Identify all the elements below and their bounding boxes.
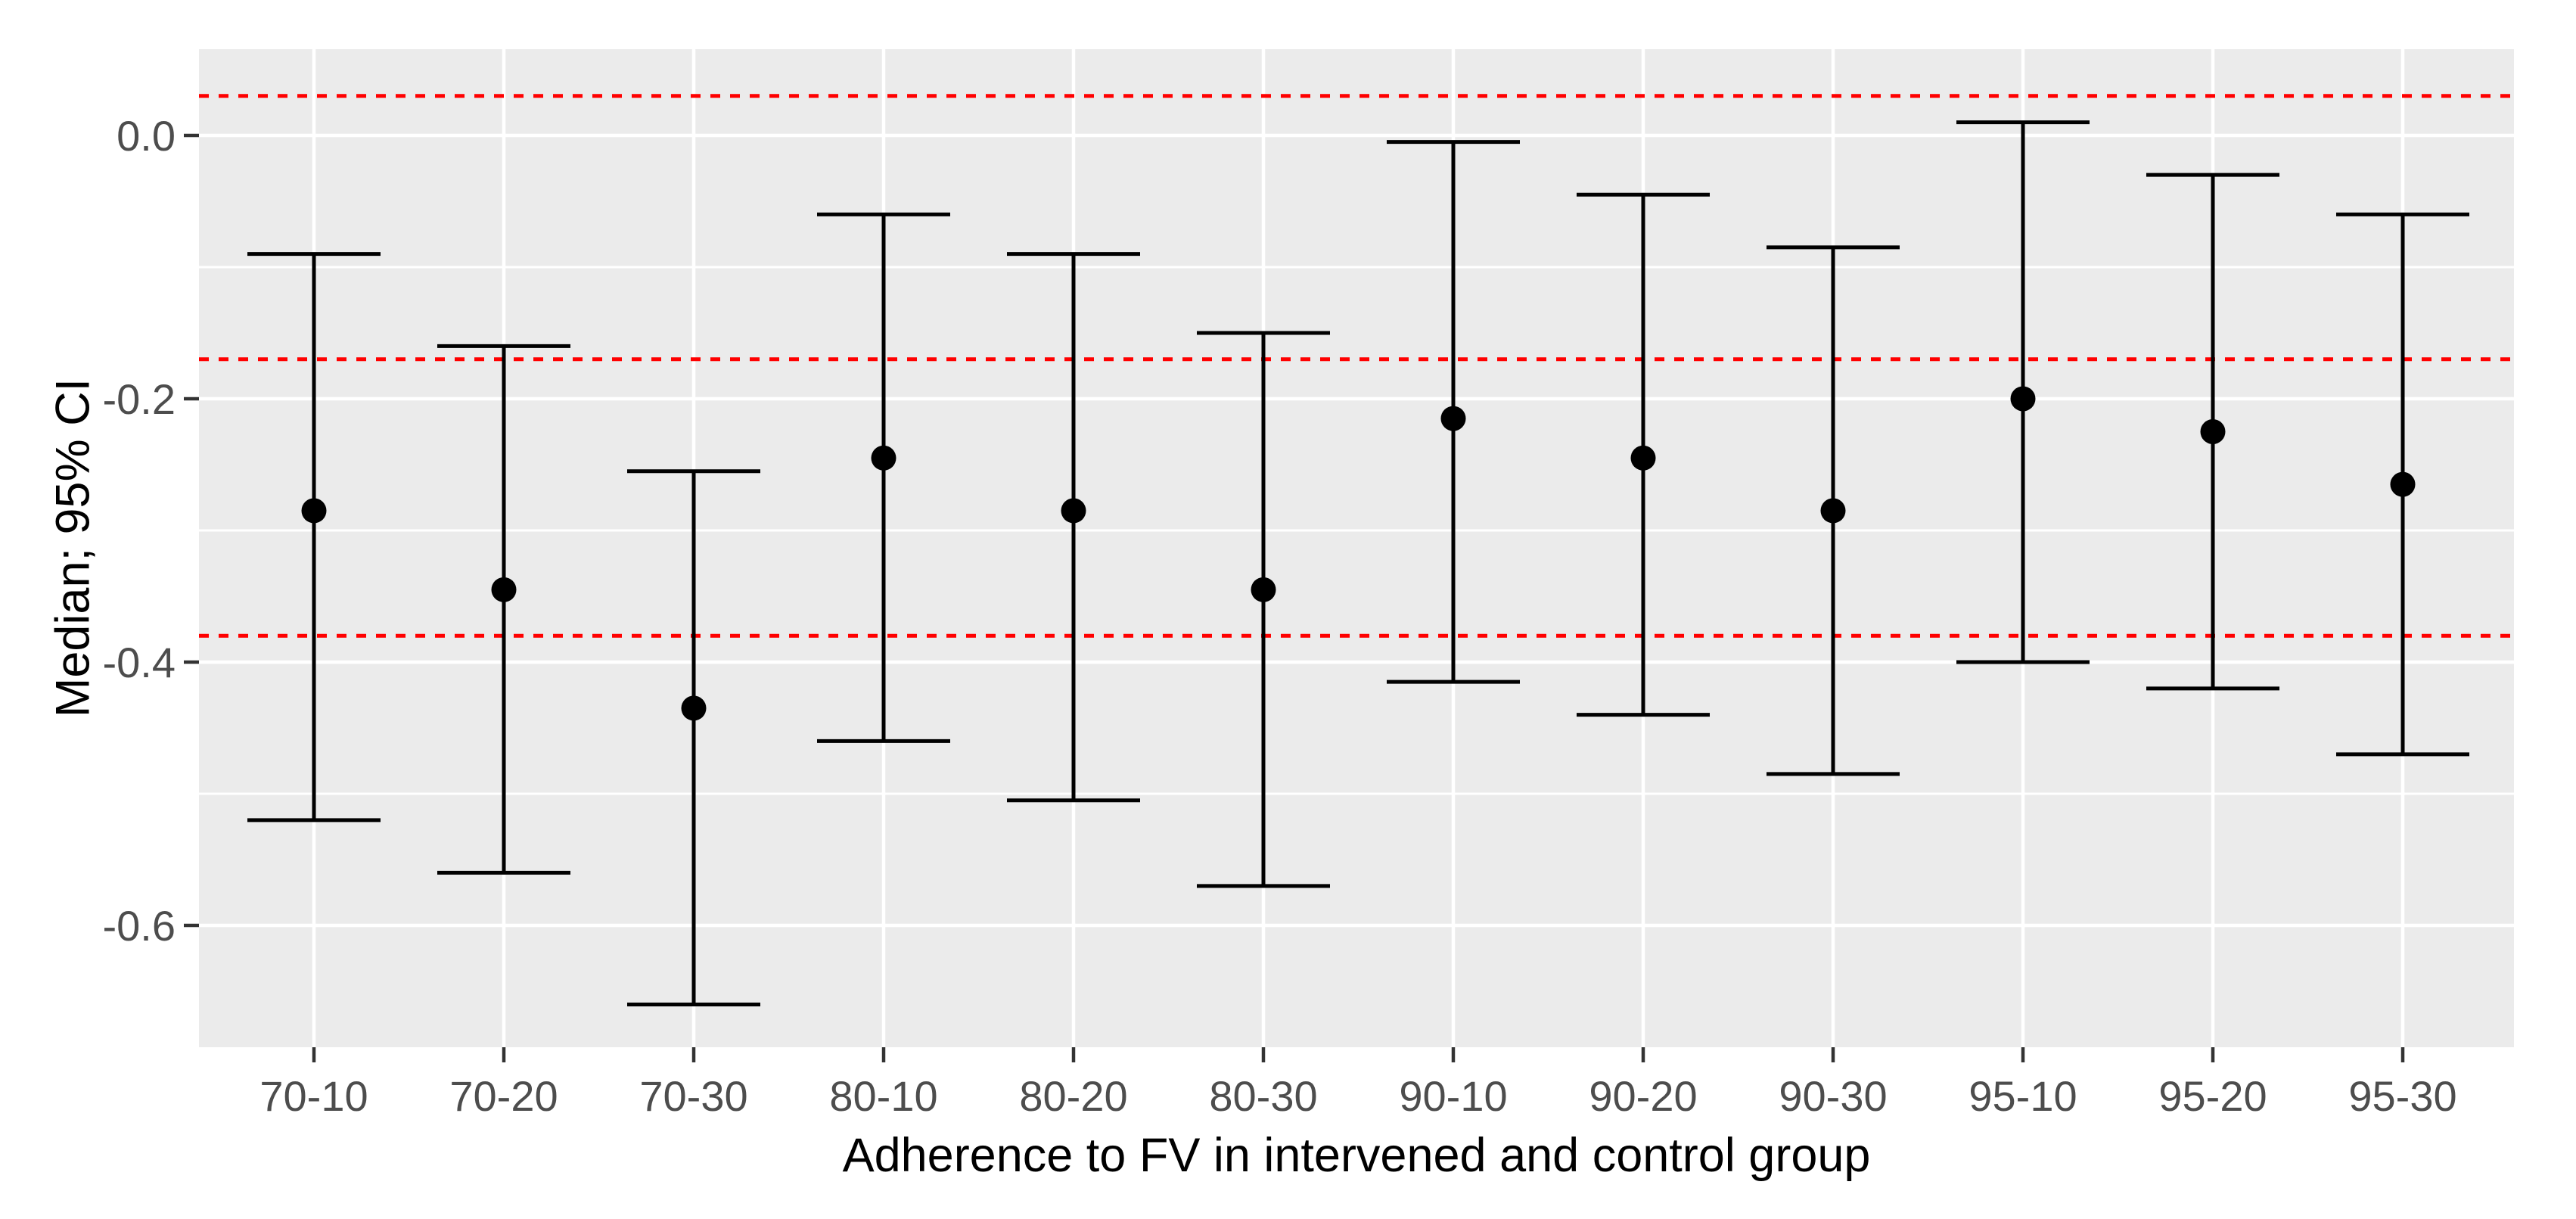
errorbar-70-20 — [437, 344, 570, 875]
plot-panel — [199, 49, 2514, 1047]
errorbar-95-20 — [2146, 173, 2279, 691]
median-point — [1630, 445, 1656, 471]
errorbar-90-20 — [1577, 192, 1710, 717]
median-point — [2390, 471, 2416, 497]
x-tick-label: 70-30 — [639, 1072, 747, 1120]
y-tick-label: -0.2 — [103, 375, 176, 423]
x-tick-label: 95-10 — [1969, 1072, 2077, 1120]
errorbar-80-10 — [817, 212, 950, 743]
median-point — [681, 695, 707, 721]
median-point — [491, 577, 517, 602]
errorbar-70-30 — [627, 469, 760, 1006]
median-point — [1251, 577, 1276, 602]
median-point — [2010, 386, 2036, 412]
median-point — [301, 498, 327, 524]
errorbar-70-10 — [247, 252, 381, 823]
errorbar-90-30 — [1767, 245, 1900, 776]
errorbar-95-10 — [1956, 120, 2090, 664]
median-point — [871, 445, 896, 471]
y-axis-title: Median; 95% CI — [46, 378, 100, 718]
x-tick-label: 90-10 — [1399, 1072, 1507, 1120]
x-tick-label: 70-10 — [259, 1072, 368, 1120]
x-axis-title: Adherence to FV in intervened and contro… — [842, 1129, 1871, 1182]
median-point — [1820, 498, 1846, 524]
errorbar-95-30 — [2336, 212, 2469, 757]
x-tick-label: 80-20 — [1019, 1072, 1127, 1120]
x-tick-label: 80-10 — [829, 1072, 937, 1120]
x-tick-label: 95-30 — [2348, 1072, 2456, 1120]
errorbar-90-10 — [1387, 140, 1520, 684]
x-tick-label: 95-20 — [2158, 1072, 2267, 1120]
x-tick-label: 90-20 — [1589, 1072, 1697, 1120]
x-tick-label: 70-20 — [449, 1072, 558, 1120]
median-point — [1440, 406, 1466, 431]
errorbar-80-30 — [1197, 331, 1330, 888]
median-point — [2200, 419, 2226, 445]
y-tick-label: -0.6 — [103, 902, 176, 950]
y-tick-label: 0.0 — [117, 112, 176, 160]
errorbar-80-20 — [1007, 252, 1140, 803]
x-tick-label: 90-30 — [1779, 1072, 1887, 1120]
y-tick-label: -0.4 — [103, 639, 176, 686]
median-point — [1061, 498, 1086, 524]
x-tick-label: 80-30 — [1209, 1072, 1317, 1120]
